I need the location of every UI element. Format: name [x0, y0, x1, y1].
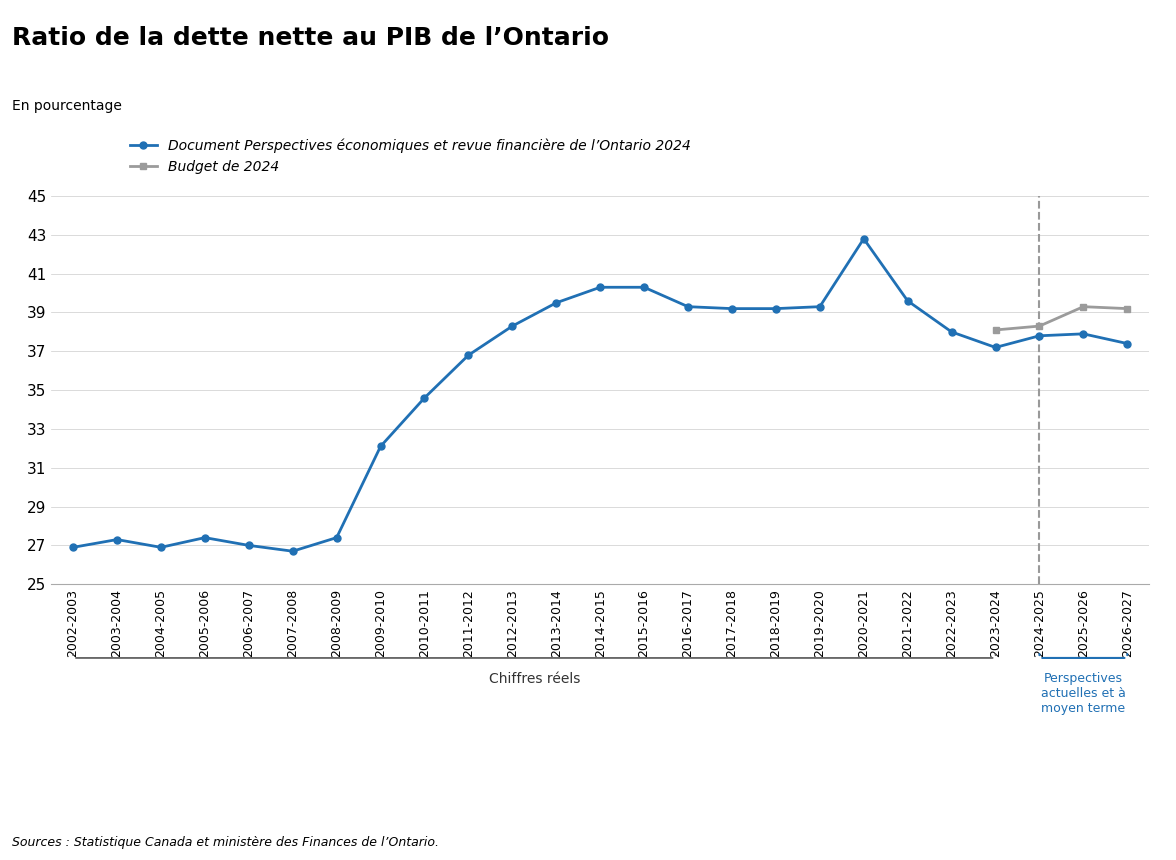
Text: Perspectives
actuelles et à
moyen terme: Perspectives actuelles et à moyen terme [1041, 672, 1125, 715]
Legend: Document Perspectives économiques et revue financière de l’Ontario 2024, Budget : Document Perspectives économiques et rev… [123, 133, 697, 180]
Text: Chiffres réels: Chiffres réels [488, 672, 580, 685]
FancyArrowPatch shape [1151, 323, 1169, 353]
Text: En pourcentage: En pourcentage [12, 99, 121, 113]
Text: Sources : Statistique Canada et ministère des Finances de l’Ontario.: Sources : Statistique Canada et ministèr… [12, 836, 439, 849]
Text: Ratio de la dette nette au PIB de l’Ontario: Ratio de la dette nette au PIB de l’Onta… [12, 26, 609, 50]
